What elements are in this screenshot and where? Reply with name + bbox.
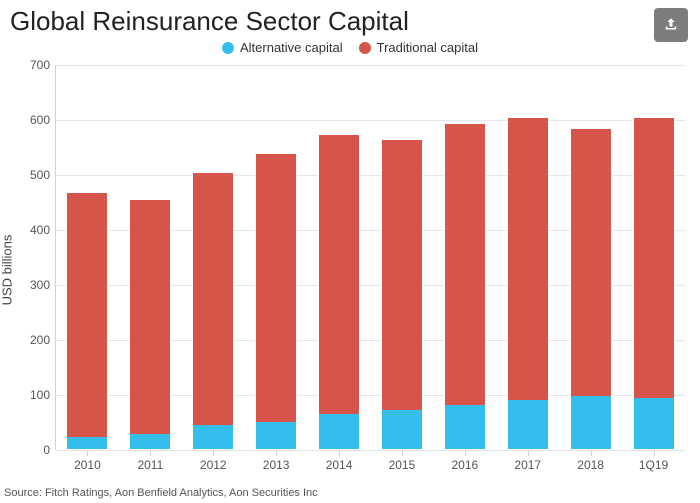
x-tick-label: 2014 (326, 458, 353, 472)
bar[interactable] (255, 153, 297, 450)
bar-segment (445, 124, 485, 405)
x-tick-label: 2013 (263, 458, 290, 472)
bar[interactable] (507, 117, 549, 450)
x-tick-mark (465, 450, 466, 456)
bar-segment (508, 118, 548, 400)
x-tick-label: 2011 (137, 458, 163, 472)
y-tick-label: 700 (30, 58, 50, 72)
y-tick-label: 100 (30, 388, 50, 402)
x-tick-mark (276, 450, 277, 456)
x-tick-mark (87, 450, 88, 456)
legend-item[interactable]: Traditional capital (359, 40, 478, 55)
bar-segment (67, 193, 107, 437)
bar-segment (571, 396, 611, 449)
grid-line (56, 120, 685, 121)
bar[interactable] (444, 123, 486, 450)
x-tick-mark (213, 450, 214, 456)
legend-label: Traditional capital (377, 40, 478, 55)
bar-segment (256, 154, 296, 422)
source-footnote: Source: Fitch Ratings, Aon Benfield Anal… (4, 487, 318, 499)
bar-segment (445, 405, 485, 449)
x-tick-mark (591, 450, 592, 456)
y-tick-label: 200 (30, 333, 50, 347)
share-icon (662, 16, 680, 34)
x-tick-label: 1Q19 (639, 458, 668, 472)
bar[interactable] (633, 117, 675, 450)
y-tick-label: 400 (30, 223, 50, 237)
bar-segment (634, 118, 674, 398)
x-tick-mark (654, 450, 655, 456)
y-tick-label: 300 (30, 278, 50, 292)
x-tick-mark (402, 450, 403, 456)
bar-segment (634, 398, 674, 449)
legend-label: Alternative capital (240, 40, 343, 55)
bar[interactable] (192, 172, 234, 450)
chart-area: USD billions 010020030040050060070020102… (0, 60, 700, 480)
bar-segment (193, 425, 233, 449)
y-tick-label: 500 (30, 168, 50, 182)
bar-segment (193, 173, 233, 425)
plot-region: 0100200300400500600700201020112012201320… (55, 65, 685, 450)
y-axis-label: USD billions (0, 235, 15, 306)
x-tick-mark (150, 450, 151, 456)
bar-segment (67, 437, 107, 449)
bar-segment (508, 400, 548, 449)
bar[interactable] (318, 134, 360, 450)
x-tick-mark (528, 450, 529, 456)
bar-segment (382, 140, 422, 409)
bar[interactable] (129, 199, 171, 450)
legend-dot (359, 42, 371, 54)
x-tick-label: 2017 (514, 458, 541, 472)
y-tick-label: 600 (30, 113, 50, 127)
bar[interactable] (570, 128, 612, 450)
bar-segment (130, 200, 170, 434)
bar[interactable] (66, 192, 108, 451)
chart-title: Global Reinsurance Sector Capital (10, 6, 409, 37)
x-tick-label: 2016 (451, 458, 478, 472)
x-tick-label: 2012 (200, 458, 227, 472)
bar-segment (256, 422, 296, 449)
x-tick-label: 2010 (74, 458, 101, 472)
x-tick-label: 2015 (389, 458, 416, 472)
bar-segment (319, 414, 359, 449)
bar[interactable] (381, 139, 423, 450)
x-tick-label: 2018 (577, 458, 604, 472)
legend-dot (222, 42, 234, 54)
x-tick-mark (339, 450, 340, 456)
bar-segment (130, 434, 170, 449)
share-button[interactable] (654, 8, 688, 42)
bar-segment (382, 410, 422, 449)
bar-segment (319, 135, 359, 414)
bar-segment (571, 129, 611, 396)
chart-legend: Alternative capital Traditional capital (0, 40, 700, 57)
y-tick-label: 0 (43, 443, 50, 457)
legend-item[interactable]: Alternative capital (222, 40, 343, 55)
grid-line (56, 65, 685, 66)
